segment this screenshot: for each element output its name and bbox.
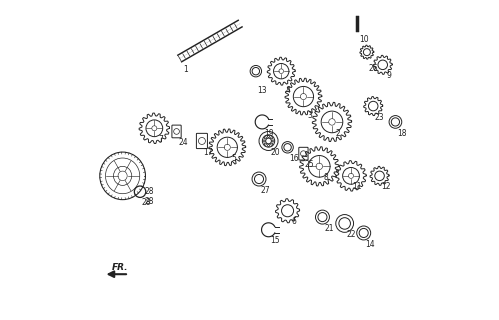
Text: 20: 20 bbox=[270, 148, 280, 156]
Text: 28: 28 bbox=[145, 187, 154, 196]
Text: 9: 9 bbox=[387, 71, 392, 80]
Text: 17: 17 bbox=[204, 148, 213, 156]
Text: 3: 3 bbox=[307, 111, 312, 120]
Text: 11: 11 bbox=[353, 182, 362, 191]
Text: 8: 8 bbox=[323, 173, 328, 182]
Text: 14: 14 bbox=[365, 240, 375, 249]
Text: 28: 28 bbox=[145, 197, 154, 206]
Text: 19: 19 bbox=[263, 129, 273, 138]
Text: FR.: FR. bbox=[111, 263, 128, 272]
Text: 27: 27 bbox=[260, 186, 270, 195]
Text: 1: 1 bbox=[184, 65, 189, 74]
Text: 4: 4 bbox=[285, 86, 290, 95]
Text: 5: 5 bbox=[231, 154, 236, 163]
Text: 16: 16 bbox=[289, 154, 299, 163]
Text: 6: 6 bbox=[291, 217, 296, 226]
Text: 18: 18 bbox=[397, 129, 407, 138]
Text: 22: 22 bbox=[346, 230, 356, 239]
Text: 7: 7 bbox=[158, 135, 163, 144]
Text: 15: 15 bbox=[270, 236, 280, 245]
Text: 24: 24 bbox=[178, 138, 188, 147]
Text: 23: 23 bbox=[375, 113, 384, 122]
Text: 12: 12 bbox=[381, 182, 391, 191]
Text: 28: 28 bbox=[142, 198, 151, 207]
Bar bbox=[356, 16, 359, 32]
Text: 2: 2 bbox=[336, 129, 341, 138]
Text: 21: 21 bbox=[324, 224, 333, 233]
Text: 25: 25 bbox=[305, 160, 314, 169]
Text: 26: 26 bbox=[368, 63, 378, 73]
Text: 13: 13 bbox=[257, 86, 267, 95]
Text: 10: 10 bbox=[359, 35, 369, 44]
